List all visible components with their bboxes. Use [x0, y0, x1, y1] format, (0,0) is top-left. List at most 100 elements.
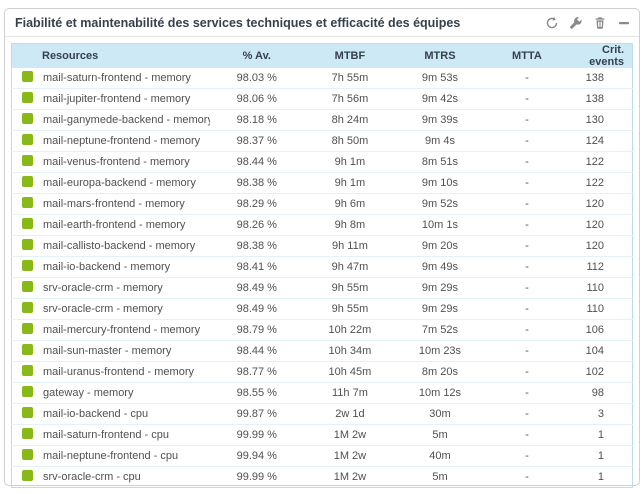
mtrs-value: 10m 1s [421, 219, 458, 231]
status-ok-indicator [22, 344, 33, 355]
resource-name[interactable]: mail-venus-frontend - memory [43, 156, 190, 168]
table-row[interactable]: mail-ganymede-backend - memory 98.18 % 8… [11, 109, 633, 131]
mtta-value: - [525, 345, 529, 357]
resource-name[interactable]: mail-io-backend - memory [43, 261, 171, 273]
availability-value: 99.94 % [236, 450, 277, 462]
table-row[interactable]: mail-callisto-backend - memory 98.38 % 9… [11, 235, 633, 257]
column-header-mtrs[interactable]: MTRS [396, 43, 484, 68]
table-row[interactable]: mail-mercury-frontend - memory 98.79 % 1… [11, 319, 633, 341]
services-metrics-table: Resources % Av. MTBF MTRS MTTA Crit. eve… [11, 43, 633, 488]
table-row[interactable]: mail-saturn-frontend - cpu 99.99 % 1M 2w… [11, 424, 633, 446]
crit-events-value: 120 [585, 219, 604, 231]
table-row[interactable]: mail-jupiter-frontend - memory 98.06 % 7… [11, 88, 633, 110]
column-header-mtbf[interactable]: MTBF [303, 43, 397, 68]
mtta-value: - [525, 408, 529, 420]
table-row[interactable]: gateway - memory 98.55 % 11h 7m 10m 12s … [11, 382, 633, 404]
mtbf-value: 8h 24m [331, 114, 369, 126]
mtrs-value: 9m 39s [421, 114, 458, 126]
crit-events-value: 106 [585, 324, 604, 336]
mtrs-value: 10m 12s [418, 387, 462, 399]
availability-value: 98.49 % [236, 303, 277, 315]
resource-name[interactable]: mail-saturn-frontend - cpu [43, 429, 169, 441]
resource-name[interactable]: mail-uranus-frontend - memory [43, 366, 194, 378]
mtta-value: - [525, 114, 529, 126]
mtbf-value: 11h 7m [331, 387, 368, 399]
crit-events-value: 1 [597, 450, 604, 462]
availability-value: 99.99 % [236, 471, 277, 483]
resource-name[interactable]: mail-neptune-frontend - memory [43, 135, 201, 147]
mtrs-value: 5m [432, 471, 448, 483]
column-header-availability[interactable]: % Av. [210, 43, 304, 68]
status-ok-indicator [22, 302, 33, 313]
availability-value: 98.55 % [236, 387, 277, 399]
column-header-resources[interactable]: Resources [11, 43, 211, 68]
resource-name[interactable]: mail-saturn-frontend - memory [43, 72, 191, 84]
resource-name[interactable]: mail-earth-frontend - memory [43, 219, 186, 231]
mtbf-value: 9h 1m [334, 156, 366, 168]
table-row[interactable]: srv-oracle-crm - memory 98.49 % 9h 55m 9… [11, 298, 633, 320]
crit-events-value: 110 [586, 282, 604, 294]
availability-value: 98.77 % [236, 366, 277, 378]
mtbf-value: 9h 47m [331, 261, 369, 273]
mtta-value: - [525, 324, 529, 336]
resource-name[interactable]: mail-jupiter-frontend - memory [43, 93, 191, 105]
crit-events-value: 138 [585, 72, 604, 84]
resource-name[interactable]: mail-callisto-backend - memory [43, 240, 196, 252]
mtbf-value: 9h 55m [331, 282, 369, 294]
availability-value: 98.49 % [236, 282, 277, 294]
collapse-icon[interactable] [616, 15, 631, 30]
resource-name[interactable]: srv-oracle-crm - memory [43, 282, 163, 294]
table-row[interactable]: mail-earth-frontend - memory 98.26 % 9h … [11, 214, 633, 236]
wrench-icon[interactable] [568, 15, 583, 30]
crit-events-value: 138 [585, 93, 604, 105]
refresh-icon[interactable] [544, 15, 559, 30]
status-ok-indicator [22, 71, 33, 82]
mtbf-value: 10h 34m [328, 345, 372, 357]
table-row[interactable]: mail-venus-frontend - memory 98.44 % 9h … [11, 151, 633, 173]
mtbf-value: 10h 45m [328, 366, 372, 378]
mtta-value: - [525, 261, 529, 273]
resource-name[interactable]: mail-io-backend - cpu [43, 408, 149, 420]
mtta-value: - [525, 135, 529, 147]
table-row[interactable]: mail-uranus-frontend - memory 98.77 % 10… [11, 361, 633, 383]
table-row[interactable]: mail-neptune-frontend - cpu 99.94 % 1M 2… [11, 445, 633, 467]
crit-events-value: 120 [585, 198, 604, 210]
resource-name[interactable]: mail-mercury-frontend - memory [43, 324, 201, 336]
resource-name[interactable]: srv-oracle-crm - cpu [43, 471, 141, 483]
table-row[interactable]: mail-neptune-frontend - memory 98.37 % 8… [11, 130, 633, 152]
resource-name[interactable]: srv-oracle-crm - memory [43, 303, 163, 315]
status-ok-indicator [22, 260, 33, 271]
crit-events-value: 104 [585, 345, 604, 357]
mtrs-value: 9m 4s [424, 135, 455, 147]
crit-events-value: 3 [597, 408, 604, 420]
mtta-value: - [525, 387, 529, 399]
table-row[interactable]: srv-oracle-crm - cpu 99.99 % 1M 2w 5m - … [11, 466, 633, 488]
status-ok-indicator [22, 281, 33, 292]
table-row[interactable]: srv-oracle-crm - memory 98.49 % 9h 55m 9… [11, 277, 633, 299]
table-row[interactable]: mail-sun-master - memory 98.44 % 10h 34m… [11, 340, 633, 362]
column-header-crit-events[interactable]: Crit. events [570, 43, 633, 68]
table-row[interactable]: mail-saturn-frontend - memory 98.03 % 7h… [12, 68, 633, 89]
table-row[interactable]: mail-io-backend - memory 98.41 % 9h 47m … [11, 256, 633, 278]
resource-name[interactable]: mail-europa-backend - memory [43, 177, 196, 189]
resource-name[interactable]: mail-ganymede-backend - memory [43, 114, 211, 126]
resource-name[interactable]: gateway - memory [43, 387, 134, 399]
mtrs-value: 8m 20s [421, 366, 458, 378]
table-row[interactable]: mail-europa-backend - memory 98.38 % 9h … [11, 172, 633, 194]
mtrs-value: 40m [429, 450, 451, 462]
mtbf-value: 7h 55m [331, 72, 369, 84]
table-row[interactable]: mail-mars-frontend - memory 98.29 % 9h 6… [11, 193, 633, 215]
mtrs-value: 5m [432, 429, 448, 441]
mtrs-value: 9m 29s [421, 303, 458, 315]
mtta-value: - [525, 177, 529, 189]
resource-name[interactable]: mail-mars-frontend - memory [43, 198, 185, 210]
column-header-mtta[interactable]: MTTA [483, 43, 571, 68]
mtrs-value: 9m 53s [421, 72, 458, 84]
trash-icon[interactable] [592, 15, 607, 30]
availability-value: 98.03 % [236, 72, 277, 84]
table-row[interactable]: mail-io-backend - cpu 99.87 % 2w 1d 30m … [11, 403, 633, 425]
resource-name[interactable]: mail-sun-master - memory [43, 345, 172, 357]
mtbf-value: 9h 1m [334, 177, 366, 189]
resource-name[interactable]: mail-neptune-frontend - cpu [43, 450, 179, 462]
crit-events-value: 120 [585, 240, 604, 252]
